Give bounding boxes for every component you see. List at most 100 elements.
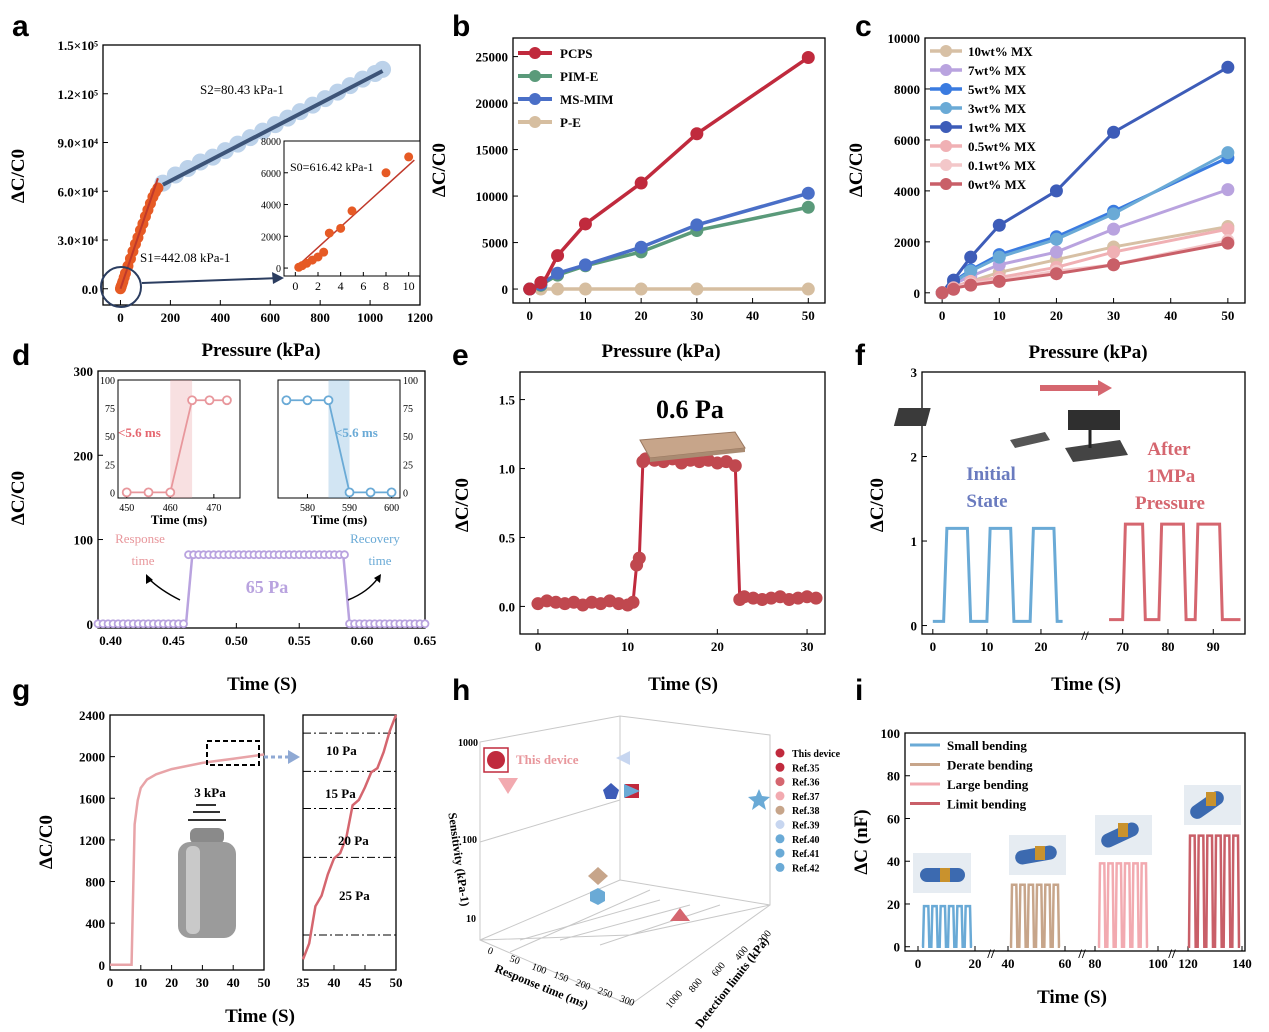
d-inset_right-ytick-label: 50 [403, 432, 413, 443]
h-legend-label: Ref.39 [792, 821, 820, 832]
h-ytick-1000: 1000 [458, 738, 478, 749]
d-xtick-label: 0.50 [225, 633, 248, 648]
a-s1-fit [119, 177, 159, 290]
weight-3kpa: 3 kPa [194, 785, 226, 800]
after-line2: 1MPa [1147, 466, 1196, 487]
g-zoom-xtick-label: 35 [297, 975, 311, 990]
g-zoom-xtick-label: 50 [390, 975, 403, 990]
c-point-0wt% MX [1049, 267, 1063, 281]
c-legend-label: 0.1wt% MX [968, 158, 1036, 173]
h-ref41 [603, 783, 619, 799]
panel-b-letter: b [452, 10, 470, 43]
f-ytick-label: 3 [911, 365, 918, 380]
panel-g: g 0 10 20 30 40 50 0 400 800 1200 1600 2000 2400 35 40… [12, 674, 403, 1027]
b-legend-label: PIM-E [560, 69, 598, 84]
panel-i-letter: i [855, 674, 863, 707]
e-point [632, 551, 646, 565]
panel-a-arrowhead [272, 272, 284, 284]
c-ytick-label: 10000 [888, 31, 921, 46]
panel-h-legend: This device Ref.35 Ref.36 Ref.37 Ref.38 Ref.3… [775, 748, 841, 874]
i-axis-break: // [1077, 946, 1086, 961]
i-axis-break: // [1167, 946, 1176, 961]
panel-f-letter: f [855, 339, 866, 372]
panel-e-letter: e [452, 339, 469, 372]
b-point-PCPS [523, 282, 537, 296]
panel-d-ylabel: ΔC/C0 [8, 471, 29, 525]
e-xtick-label: 30 [801, 639, 814, 654]
b-point-PCPS [578, 217, 592, 231]
b-point-PCPS [534, 276, 548, 290]
panel-a-xlabel: Pressure (kPa) [201, 340, 320, 361]
s1-label: S1=442.08 kPa-1 [140, 250, 230, 265]
panel-a: a 0 200 400 600 800 1000 12000.03.0×10⁴6.0×10⁴… [8, 10, 433, 361]
a-ytick-label: 3.0×10⁴ [57, 233, 98, 248]
c-point-7wt% MX [1049, 245, 1063, 259]
h-xtick-label: 50 [508, 953, 521, 967]
d-inset_right-point [365, 487, 376, 498]
membrane-sheet-image [639, 431, 746, 462]
h-legend-marker [775, 805, 785, 815]
i-xtick-label: 0 [915, 956, 922, 971]
g-zoom-xtick-label: 40 [328, 975, 341, 990]
a-inset-ytick-label: 6000 [261, 169, 281, 180]
panel-i-ylabel: ΔC (nF) [851, 809, 872, 874]
h-legend-marker [775, 848, 785, 858]
i-ytick-label: 40 [887, 854, 900, 869]
c-point-3wt% MX [1107, 207, 1121, 221]
i-xtick-label: 140 [1232, 956, 1252, 971]
h-xtick-label: 0 [486, 945, 494, 957]
e-xtick-label: 0 [535, 639, 542, 654]
panel-f-frame [921, 371, 1246, 635]
d-inset_right-xlabel: Time (ms) [311, 512, 367, 527]
panel-h-marks [487, 751, 770, 921]
c-point-0.5wt% MX [1221, 222, 1235, 236]
c-point-0.5wt% MX [1107, 245, 1121, 259]
response-arrowhead [146, 574, 153, 584]
d-inset_left-ytick-label: 25 [105, 460, 115, 471]
h-xtick-label: 200 [574, 977, 592, 992]
h-legend-marker [775, 777, 785, 787]
c-xtick-label: 40 [1164, 308, 1177, 323]
a-ytick-label: 1.2×10⁵ [57, 87, 98, 102]
b-point-MS-MIM [690, 218, 704, 232]
a-xtick-label: 200 [161, 310, 181, 325]
panel-b-ylabel: ΔC/C0 [429, 143, 450, 197]
b-ytick-label: 10000 [476, 189, 509, 204]
b-point-PCPS [634, 176, 648, 190]
d-inset_right-ytick-label: 0 [403, 488, 408, 499]
g-xtick-label: 0 [107, 975, 114, 990]
d-inset_left-xtick-label: 470 [206, 503, 221, 514]
panel-f-marks: 0 10 20 70 80 90 0 1 2 3 // [911, 365, 1241, 654]
h-legend-label: Ref.38 [792, 806, 820, 817]
a-inset-point [319, 247, 329, 257]
finger-photos [913, 785, 1241, 893]
this-device-box [483, 747, 509, 773]
c-point-1wt% MX [1107, 125, 1121, 139]
b-point-PCPS [551, 249, 565, 263]
recovery-time-line1: Recovery [350, 531, 400, 546]
panel-a-inset-marks: 0 2 4 6 8 10 0 2000 4000 6000 8000 [261, 137, 415, 293]
panel-a-ylabel: ΔC/C0 [8, 149, 29, 203]
panel-a-zoom-circle [100, 266, 142, 308]
a-inset-xtick-label: 4 [338, 279, 344, 293]
panel-i-xlabel: Time (S) [1037, 987, 1107, 1008]
c-legend-marker [940, 178, 952, 190]
b-legend-marker [529, 47, 541, 59]
i-axis-break: // [986, 946, 995, 961]
panel-c-xlabel: Pressure (kPa) [1028, 342, 1147, 363]
i-legend-label: Limit bending [947, 797, 1027, 812]
d-inset_right-point [281, 395, 292, 406]
g-zoom-xtick-label: 45 [359, 975, 373, 990]
a-ytick-label: 1.5×10⁵ [57, 38, 98, 53]
i-line-Large bending [1097, 862, 1149, 948]
d-inset_right-ytick-label: 25 [403, 460, 413, 471]
panel-a-zoom-arrow [141, 277, 281, 284]
d-inset_left-point [222, 395, 232, 406]
c-line-0.1wt% MX [941, 239, 1229, 295]
i-xtick-label: 60 [1059, 956, 1072, 971]
panel-c-ylabel: ΔC/C0 [846, 143, 867, 197]
c-point-0wt% MX [935, 286, 949, 300]
h-ztick-label: 600 [710, 960, 728, 979]
